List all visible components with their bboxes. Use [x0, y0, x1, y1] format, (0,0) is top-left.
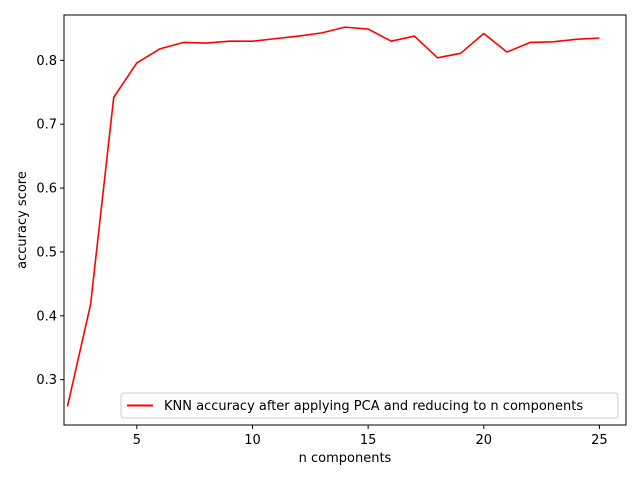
y-tick-label: 0.5: [36, 245, 57, 260]
y-tick-label: 0.7: [36, 118, 57, 133]
legend-entry: KNN accuracy after applying PCA and redu…: [164, 399, 583, 414]
x-axis-ticks: 5 10 15 20 25: [133, 425, 608, 448]
x-tick-label: 10: [244, 433, 261, 448]
y-tick-label: 0.6: [36, 182, 57, 197]
y-tick-label: 0.8: [36, 54, 57, 69]
legend-box: [120, 392, 619, 419]
x-tick-label: 20: [475, 433, 492, 448]
y-axis-label: accuracy score: [15, 171, 30, 269]
x-tick-label: 5: [133, 433, 141, 448]
plot-area: [66, 26, 600, 407]
x-tick-label: 15: [360, 433, 377, 448]
y-tick-label: 0.4: [36, 309, 57, 324]
y-axis-ticks: 0.3 0.4 0.5 0.6 0.7 0.8: [36, 54, 64, 388]
x-axis-label: n components: [299, 451, 392, 466]
axes-frame: [63, 14, 627, 426]
legend: KNN accuracy after applying PCA and redu…: [120, 392, 619, 419]
x-tick-label: 25: [591, 433, 608, 448]
series-line-0: [66, 26, 600, 407]
y-tick-label: 0.3: [36, 373, 57, 388]
